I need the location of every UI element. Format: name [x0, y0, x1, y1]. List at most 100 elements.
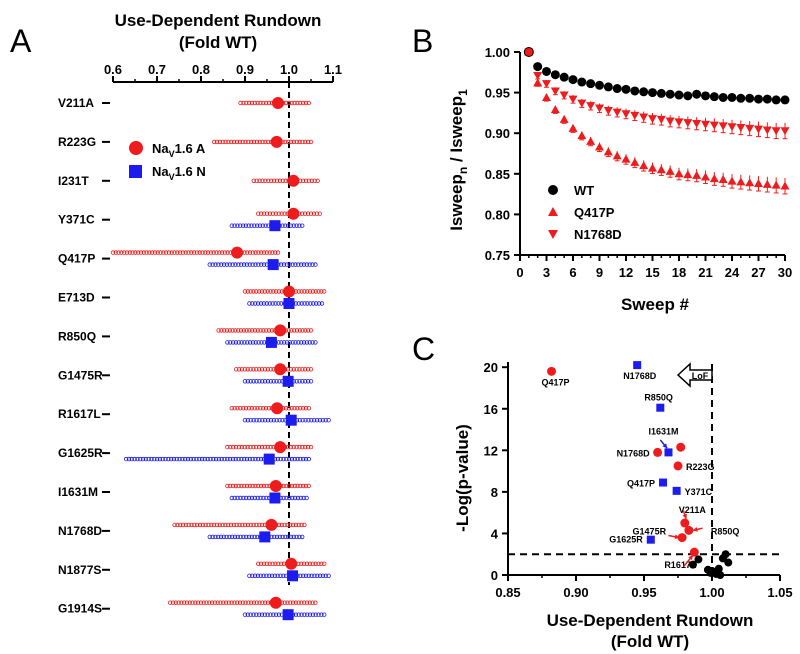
- mean-marker-n: [283, 298, 295, 309]
- panel-b-series: [523, 47, 790, 195]
- replicate-point: [290, 495, 295, 501]
- panel-a-tick-label: 1.0: [280, 62, 298, 77]
- replicate-point: [267, 301, 272, 306]
- replicate-point: [218, 534, 224, 540]
- replicate-point: [258, 573, 263, 578]
- replicate-point: [259, 250, 264, 255]
- replicate-point: [322, 612, 327, 617]
- replicate-point: [307, 340, 312, 345]
- data-point: [709, 92, 719, 102]
- replicate-point: [297, 418, 302, 423]
- panel-b-y-tick-label: 0.95: [485, 86, 510, 101]
- replicate-point: [226, 600, 232, 605]
- replicate-point: [219, 456, 224, 462]
- data-point: [701, 91, 710, 101]
- replicate-point: [149, 250, 155, 255]
- replicate-point: [241, 534, 246, 540]
- replicate-point: [298, 573, 303, 578]
- replicate-point: [229, 600, 234, 605]
- data-point: [533, 78, 543, 87]
- replicate-point: [243, 223, 249, 228]
- replicate-point: [294, 328, 300, 333]
- replicate-point: [245, 612, 251, 617]
- replicate-point: [262, 444, 268, 450]
- panel-a: Use-Dependent Rundown (Fold WT) 0.6 0.7 0.…: [58, 11, 342, 621]
- replicate-point: [263, 223, 268, 228]
- replicate-point: [262, 367, 268, 372]
- replicate-point: [300, 211, 305, 216]
- replicate-point: [319, 612, 324, 617]
- replicate-point: [289, 406, 294, 411]
- replicate-point: [181, 600, 187, 605]
- data-point: [533, 62, 543, 72]
- replicate-point: [224, 534, 229, 540]
- replicate-point: [298, 406, 303, 411]
- replicate-point: [230, 262, 235, 267]
- replicate-point: [281, 340, 287, 345]
- replicate-point: [302, 301, 307, 306]
- replicate-point: [254, 178, 259, 183]
- replicate-point: [308, 444, 314, 450]
- replicate-point: [259, 340, 264, 345]
- replicate-point: [246, 534, 252, 540]
- replicate-point: [265, 367, 271, 372]
- replicate-point: [254, 444, 259, 450]
- replicate-point: [264, 573, 269, 578]
- data-point: [771, 180, 781, 189]
- data-point: [559, 114, 569, 123]
- replicate-point: [274, 379, 279, 384]
- panel-c-x-tick-label: 1.05: [767, 585, 792, 600]
- replicate-point: [241, 406, 246, 411]
- panel-c-x-tick-label: 1.00: [699, 585, 724, 600]
- mutant-row: G1475R: [58, 363, 314, 387]
- replicate-point: [255, 573, 261, 578]
- replicate-point: [313, 289, 318, 294]
- volcano-point-n: [672, 486, 681, 495]
- data-point: [736, 177, 746, 186]
- replicate-point: [167, 600, 173, 605]
- volcano-point-a: [676, 442, 686, 452]
- replicate-point: [238, 328, 244, 333]
- annotation-arrowhead: [682, 513, 688, 519]
- replicate-point: [235, 406, 240, 411]
- replicate-point: [311, 211, 317, 216]
- replicate-point: [277, 418, 282, 423]
- replicate-point: [177, 456, 182, 462]
- mutant-label: G1625R: [58, 446, 103, 460]
- replicate-point: [288, 223, 294, 228]
- replicate-point: [254, 612, 259, 617]
- panel-b-x-tick-label: 3: [543, 265, 550, 280]
- replicate-point: [272, 534, 277, 540]
- replicate-point: [293, 340, 298, 345]
- replicate-point: [265, 600, 271, 605]
- volcano-label: Y371C: [685, 487, 713, 497]
- panel-label-a: A: [10, 23, 32, 59]
- replicate-point: [241, 495, 246, 501]
- panel-a-tick-label: 1.1: [324, 62, 342, 77]
- replicate-point: [261, 561, 267, 566]
- replicate-point: [304, 340, 310, 345]
- replicate-point: [210, 534, 215, 540]
- replicate-point: [302, 211, 308, 216]
- replicate-point: [247, 340, 253, 345]
- replicate-point: [217, 250, 222, 255]
- mean-marker-a: [272, 97, 284, 109]
- replicate-point: [138, 250, 144, 255]
- panel-b-y-tick-label: 0.90: [485, 126, 510, 141]
- replicate-point: [254, 418, 259, 423]
- replicate-point: [289, 100, 294, 106]
- replicate-point: [262, 379, 268, 384]
- data-point: [701, 172, 710, 181]
- replicate-point: [268, 612, 273, 617]
- data-point: [595, 104, 604, 113]
- data-point: [754, 125, 763, 134]
- data-point: [780, 181, 790, 190]
- replicate-point: [227, 328, 232, 333]
- replicate-point: [217, 139, 223, 145]
- data-point: [745, 93, 755, 103]
- replicate-point: [140, 456, 146, 462]
- replicate-point: [260, 406, 266, 411]
- replicate-point: [300, 139, 305, 145]
- panel-label-b: B: [412, 23, 433, 59]
